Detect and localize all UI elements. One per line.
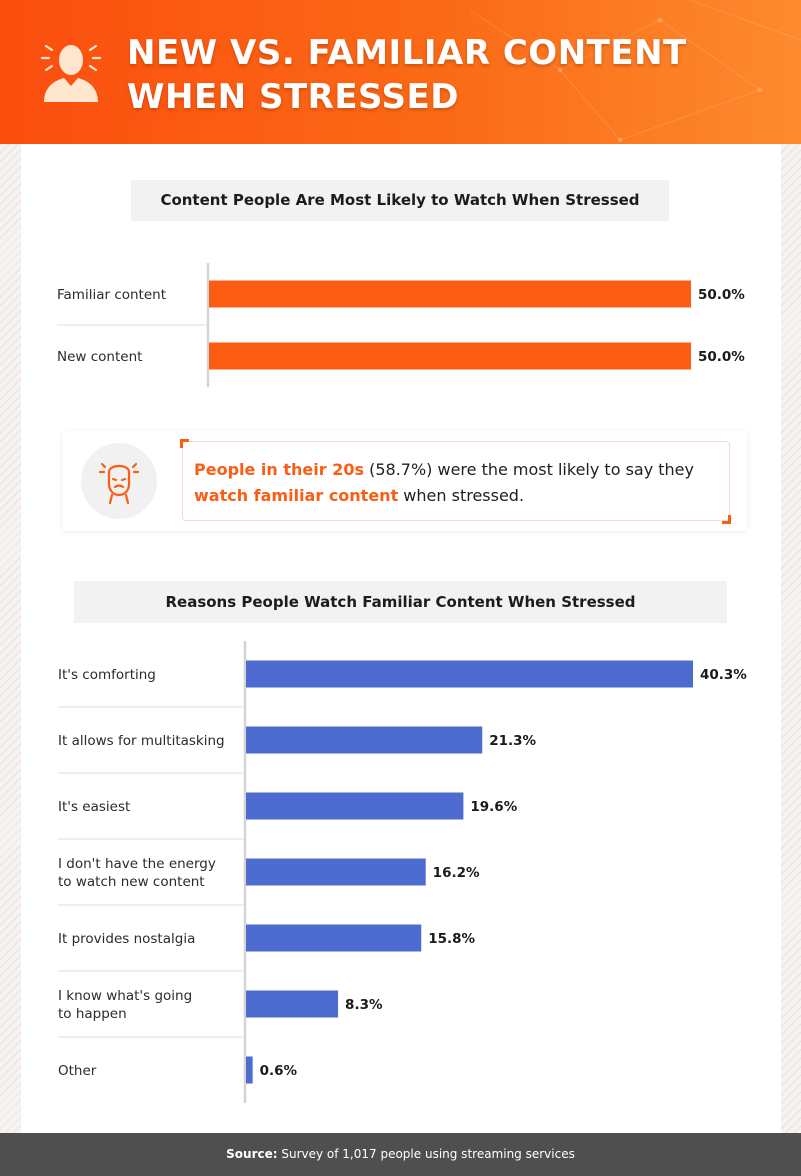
chart2-title: Reasons People Watch Familiar Content Wh… xyxy=(74,581,727,623)
chart1-category-label: Familiar content xyxy=(57,287,166,303)
stressed-face-icon xyxy=(99,462,139,504)
chart2-value-label: 0.6% xyxy=(260,1063,298,1079)
chart2-category-label: It provides nostalgia xyxy=(58,931,195,947)
page-title: NEW VS. FAMILIAR CONTENT WHEN STRESSED xyxy=(127,31,687,119)
chart2-category-label: I don't have the energy xyxy=(58,856,216,872)
chart2-bar xyxy=(246,1056,253,1084)
chart2-bar xyxy=(246,660,693,688)
callout-icon-circle xyxy=(81,443,157,519)
chart2-bar xyxy=(246,726,483,754)
source-footer: Source: Survey of 1,017 people using str… xyxy=(0,1133,801,1176)
page-title-line-2: WHEN STRESSED xyxy=(127,77,459,117)
chart1-bar xyxy=(209,280,691,308)
page-title-line-1: NEW VS. FAMILIAR CONTENT xyxy=(127,33,687,73)
chart2-value-label: 16.2% xyxy=(433,865,480,881)
callout-text-part-2: (58.7%) were the most likely to say they xyxy=(364,460,694,479)
chart2-bar xyxy=(246,858,426,886)
chart1-bar xyxy=(209,342,691,370)
corner-accent-top-left xyxy=(180,439,189,448)
chart2-value-label: 40.3% xyxy=(700,667,747,683)
stressed-person-icon xyxy=(40,44,102,102)
chart1-value-label: 50.0% xyxy=(698,287,745,303)
network-pattern-decoration xyxy=(469,0,801,143)
chart2-bar xyxy=(246,990,339,1018)
content-card xyxy=(21,144,781,1133)
callout-text: People in their 20s (58.7%) were the mos… xyxy=(194,457,724,509)
source-text: Survey of 1,017 people using streaming s… xyxy=(277,1147,575,1161)
chart2-value-label: 21.3% xyxy=(489,733,536,749)
chart2-category-label: It's easiest xyxy=(58,799,130,815)
chart2-category-label: to happen xyxy=(58,1006,127,1022)
chart2-category-label: to watch new content xyxy=(58,874,205,890)
chart2-value-label: 8.3% xyxy=(345,997,383,1013)
chart2-category-label: It's comforting xyxy=(58,667,156,683)
chart1-title: Content People Are Most Likely to Watch … xyxy=(131,180,669,221)
chart2-category-label: I know what's going xyxy=(58,988,192,1004)
chart2-category-label: It allows for multitasking xyxy=(58,733,225,749)
header-banner: NEW VS. FAMILIAR CONTENT WHEN STRESSED xyxy=(0,0,801,144)
chart2-bar xyxy=(246,924,422,952)
chart2-bar xyxy=(246,792,464,820)
chart1-value-label: 50.0% xyxy=(698,349,745,365)
chart2-value-label: 15.8% xyxy=(428,931,475,947)
chart2-value-label: 19.6% xyxy=(470,799,517,815)
callout-highlight-content: watch familiar content xyxy=(194,486,399,505)
chart2-category-label: Other xyxy=(58,1063,97,1079)
callout-box xyxy=(182,441,730,521)
callout-text-part-4: when stressed. xyxy=(398,486,525,505)
callout-highlight-age: People in their 20s xyxy=(194,460,364,479)
corner-accent-bottom-right xyxy=(722,515,731,524)
source-label: Source: xyxy=(226,1147,278,1161)
chart1-category-label: New content xyxy=(57,349,142,365)
